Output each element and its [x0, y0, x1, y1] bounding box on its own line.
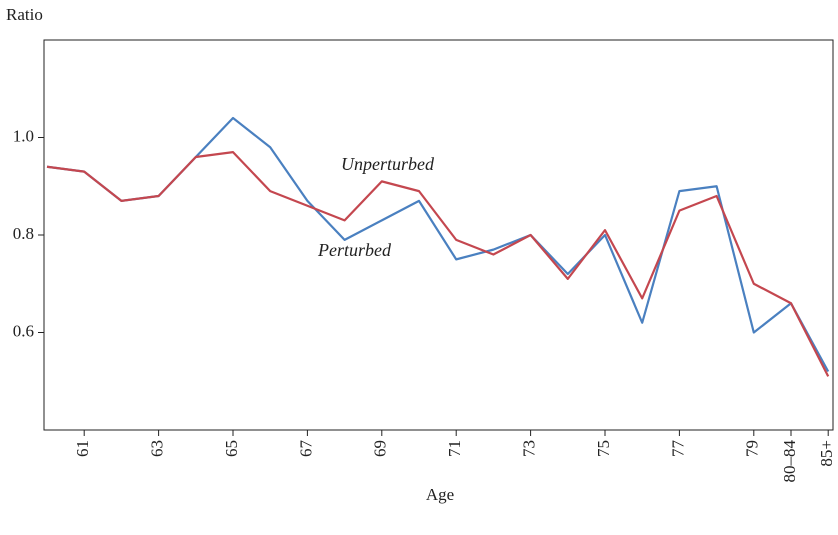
y-tick-label: 1.0 [13, 126, 34, 145]
x-tick-label: 67 [296, 440, 315, 458]
x-tick-label: 80–84 [780, 440, 799, 483]
x-tick-label: 79 [743, 440, 762, 457]
series-annotation: Perturbed [317, 240, 392, 260]
x-tick-label: 77 [668, 440, 687, 458]
plot-frame [43, 39, 834, 431]
series-annotation: Unperturbed [341, 154, 435, 174]
series-line [46, 116, 830, 373]
y-axis-label: Ratio [6, 5, 43, 24]
y-tick-label: 0.6 [13, 321, 34, 340]
x-tick-label: 65 [222, 440, 241, 457]
series-line [46, 151, 830, 377]
x-tick-label: 69 [371, 440, 390, 457]
x-tick-label: 61 [73, 440, 92, 457]
x-tick-label: 71 [445, 440, 464, 457]
x-tick-label: 63 [148, 440, 167, 457]
x-tick-label: 73 [520, 440, 539, 457]
x-axis-label: Age [426, 485, 454, 504]
y-tick-label: 0.8 [13, 224, 34, 243]
x-tick-label: 85+ [817, 440, 836, 467]
x-tick-label: 75 [594, 440, 613, 457]
